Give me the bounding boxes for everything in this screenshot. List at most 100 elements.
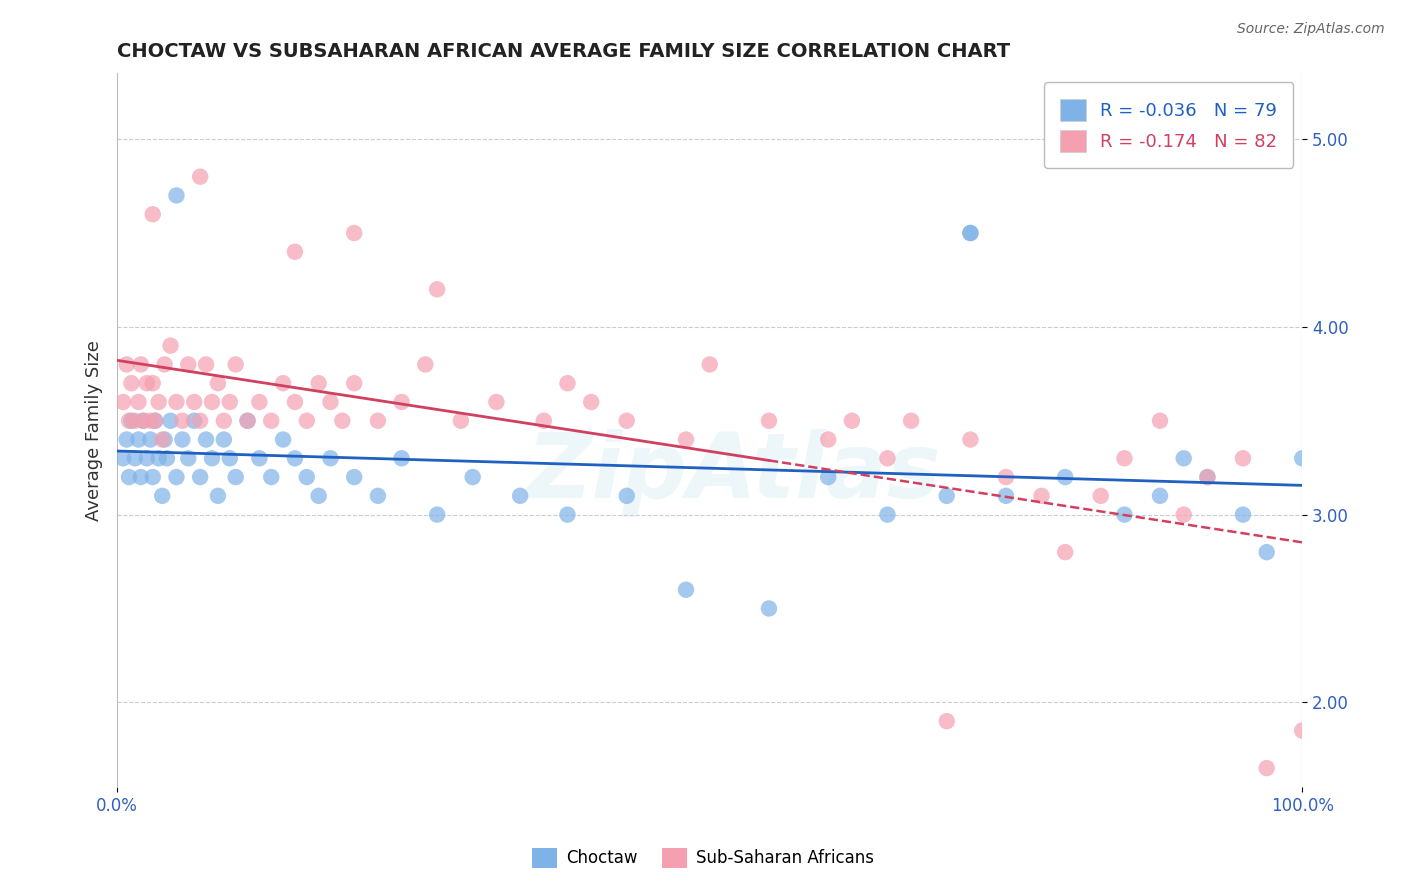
Point xyxy=(153,358,176,372)
Point xyxy=(247,451,270,466)
Point xyxy=(115,433,138,447)
Point xyxy=(391,451,413,466)
Point xyxy=(1197,470,1219,484)
Y-axis label: Average Family Size: Average Family Size xyxy=(86,340,103,521)
Point xyxy=(148,395,170,409)
Point xyxy=(1173,508,1195,522)
Point xyxy=(284,451,307,466)
Point xyxy=(142,207,165,221)
Point xyxy=(112,451,135,466)
Point xyxy=(1054,545,1077,559)
Point xyxy=(260,414,283,428)
Point xyxy=(343,470,366,484)
Point xyxy=(177,358,200,372)
Point xyxy=(188,169,211,184)
Point xyxy=(1114,451,1136,466)
Point xyxy=(900,414,922,428)
Point xyxy=(247,395,270,409)
Point xyxy=(236,414,259,428)
Point xyxy=(1173,451,1195,466)
Point xyxy=(188,470,211,484)
Point xyxy=(579,395,602,409)
Point xyxy=(1232,508,1254,522)
Point xyxy=(295,470,318,484)
Point xyxy=(183,414,205,428)
Point xyxy=(195,358,218,372)
Point xyxy=(308,489,330,503)
Point xyxy=(557,508,579,522)
Point xyxy=(758,414,780,428)
Point xyxy=(935,714,957,728)
Point xyxy=(142,376,165,391)
Legend: R = -0.036   N = 79, R = -0.174   N = 82: R = -0.036 N = 79, R = -0.174 N = 82 xyxy=(1045,82,1294,168)
Point xyxy=(118,470,141,484)
Point xyxy=(132,414,155,428)
Point xyxy=(115,358,138,372)
Point xyxy=(935,489,957,503)
Point xyxy=(330,414,353,428)
Point xyxy=(218,451,240,466)
Point xyxy=(188,414,211,428)
Point xyxy=(1232,451,1254,466)
Point xyxy=(841,414,863,428)
Text: Source: ZipAtlas.com: Source: ZipAtlas.com xyxy=(1237,22,1385,37)
Point xyxy=(675,433,697,447)
Point xyxy=(319,451,342,466)
Point xyxy=(994,489,1017,503)
Point xyxy=(959,226,981,240)
Text: CHOCTAW VS SUBSAHARAN AFRICAN AVERAGE FAMILY SIZE CORRELATION CHART: CHOCTAW VS SUBSAHARAN AFRICAN AVERAGE FA… xyxy=(117,42,1011,61)
Point xyxy=(817,470,839,484)
Point xyxy=(120,376,142,391)
Legend: Choctaw, Sub-Saharan Africans: Choctaw, Sub-Saharan Africans xyxy=(526,841,880,875)
Point xyxy=(201,395,224,409)
Point xyxy=(236,414,259,428)
Point xyxy=(139,414,162,428)
Point xyxy=(124,451,146,466)
Point xyxy=(295,414,318,428)
Point xyxy=(165,395,187,409)
Point xyxy=(817,433,839,447)
Point xyxy=(994,470,1017,484)
Point xyxy=(120,414,142,428)
Point xyxy=(509,489,531,503)
Point xyxy=(758,601,780,615)
Point xyxy=(1256,545,1278,559)
Point xyxy=(153,433,176,447)
Point xyxy=(367,414,389,428)
Point xyxy=(124,414,146,428)
Point xyxy=(159,338,181,352)
Point xyxy=(450,414,472,428)
Point xyxy=(367,489,389,503)
Point xyxy=(533,414,555,428)
Point xyxy=(271,376,294,391)
Point xyxy=(391,395,413,409)
Point xyxy=(1256,761,1278,775)
Point xyxy=(129,358,152,372)
Point xyxy=(699,358,721,372)
Point xyxy=(1149,489,1171,503)
Point xyxy=(195,433,218,447)
Point xyxy=(1149,414,1171,428)
Point xyxy=(148,451,170,466)
Point xyxy=(212,414,235,428)
Point xyxy=(260,470,283,484)
Point xyxy=(212,433,235,447)
Point xyxy=(128,433,150,447)
Point xyxy=(129,470,152,484)
Point xyxy=(343,376,366,391)
Point xyxy=(218,395,240,409)
Point xyxy=(319,395,342,409)
Point xyxy=(271,433,294,447)
Point xyxy=(135,451,157,466)
Point xyxy=(118,414,141,428)
Point xyxy=(183,395,205,409)
Point xyxy=(1197,470,1219,484)
Point xyxy=(557,376,579,391)
Point xyxy=(675,582,697,597)
Point xyxy=(225,470,247,484)
Point xyxy=(143,414,166,428)
Point xyxy=(876,508,898,522)
Point xyxy=(207,489,229,503)
Point xyxy=(132,414,155,428)
Point xyxy=(461,470,484,484)
